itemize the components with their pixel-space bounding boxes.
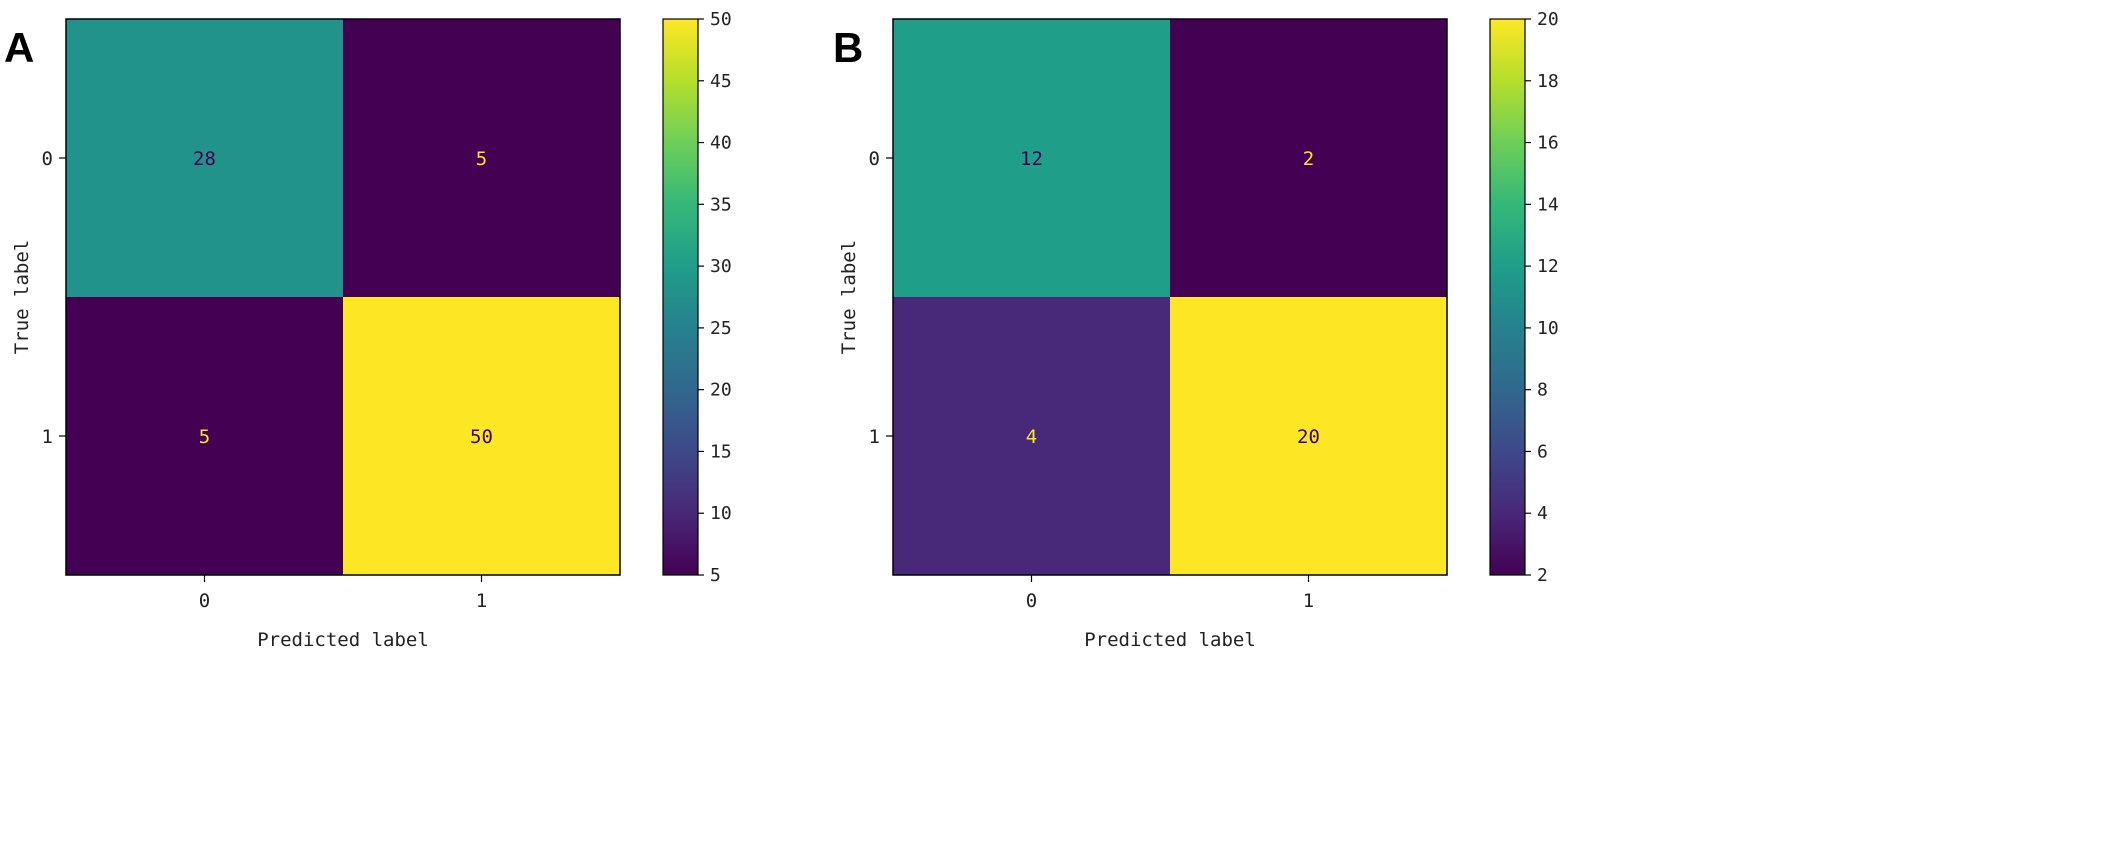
y-axis-label: True label bbox=[838, 240, 860, 354]
confusion-matrix-a: A 28 5 5 50 0 1 0 1 Predicted label True labe… bbox=[4, 9, 732, 651]
matrix-cell bbox=[343, 19, 620, 297]
cell-value-label: 28 bbox=[193, 148, 216, 170]
cell-value-label: 5 bbox=[476, 148, 487, 170]
y-tick-label: 1 bbox=[869, 426, 880, 448]
cell-value-label: 2 bbox=[1303, 148, 1314, 170]
colorbar-tick-label: 10 bbox=[710, 503, 732, 524]
colorbar-tick-label: 2 bbox=[1537, 565, 1548, 586]
colorbar-tick-label: 35 bbox=[710, 194, 732, 215]
colorbar-tick-label: 12 bbox=[1537, 256, 1559, 277]
x-tick-label: 0 bbox=[199, 590, 210, 612]
colorbar-tick-label: 20 bbox=[710, 380, 732, 401]
matrix-frame bbox=[892, 18, 1448, 576]
colorbar-gradient bbox=[1490, 19, 1525, 575]
matrix-frame bbox=[65, 18, 621, 576]
colorbar-frame bbox=[1489, 18, 1526, 576]
colorbar-tick-label: 14 bbox=[1537, 194, 1559, 215]
colorbar: 2 4 6 8 10 12 14 16 18 20 bbox=[1489, 9, 1559, 586]
colorbar: 5 10 15 20 25 30 35 40 45 50 bbox=[662, 9, 732, 586]
cell-value-label: 4 bbox=[1026, 426, 1037, 448]
colorbar-tick-label: 20 bbox=[1537, 9, 1559, 30]
colorbar-tick-label: 50 bbox=[710, 9, 732, 30]
x-tick-label: 1 bbox=[1303, 590, 1314, 612]
x-tick-label: 1 bbox=[476, 590, 487, 612]
colorbar-tick-label: 18 bbox=[1537, 71, 1559, 92]
confusion-matrix-b: B 12 2 4 20 0 1 0 1 Predicted label True labe… bbox=[833, 9, 1559, 651]
matrix-cell bbox=[343, 297, 620, 575]
cell-value-label: 5 bbox=[199, 426, 210, 448]
colorbar-tick-label: 6 bbox=[1537, 441, 1548, 462]
colorbar-frame bbox=[662, 18, 699, 576]
colorbar-tick-label: 8 bbox=[1537, 380, 1548, 401]
matrix-cell bbox=[1170, 297, 1447, 575]
colorbar-tick-label: 10 bbox=[1537, 318, 1559, 339]
colorbar-tick-label: 4 bbox=[1537, 503, 1548, 524]
colorbar-tick-label: 5 bbox=[710, 565, 721, 586]
matrix-cell bbox=[66, 19, 343, 297]
panel-letter-a: A bbox=[4, 24, 34, 71]
colorbar-tick-label: 15 bbox=[710, 441, 732, 462]
cell-value-label: 20 bbox=[1297, 426, 1320, 448]
colorbar-tick-label: 25 bbox=[710, 318, 732, 339]
x-tick-label: 0 bbox=[1026, 590, 1037, 612]
colorbar-tick-label: 45 bbox=[710, 71, 732, 92]
matrix-cell bbox=[893, 297, 1170, 575]
y-tick-label: 1 bbox=[42, 426, 53, 448]
matrix-cell bbox=[893, 19, 1170, 297]
x-axis-label: Predicted label bbox=[1084, 629, 1256, 651]
colorbar-tick-label: 40 bbox=[710, 133, 732, 154]
matrix-cell bbox=[1170, 19, 1447, 297]
cell-value-label: 50 bbox=[470, 426, 493, 448]
y-tick-label: 0 bbox=[869, 148, 880, 170]
colorbar-tick-label: 16 bbox=[1537, 133, 1559, 154]
panel-letter-b: B bbox=[833, 24, 863, 71]
cell-value-label: 12 bbox=[1020, 148, 1043, 170]
colorbar-tick-label: 30 bbox=[710, 256, 732, 277]
y-tick-label: 0 bbox=[42, 148, 53, 170]
colorbar-gradient bbox=[663, 19, 698, 575]
matrix-cell bbox=[66, 297, 343, 575]
y-axis-label: True label bbox=[11, 240, 33, 354]
x-axis-label: Predicted label bbox=[257, 629, 429, 651]
